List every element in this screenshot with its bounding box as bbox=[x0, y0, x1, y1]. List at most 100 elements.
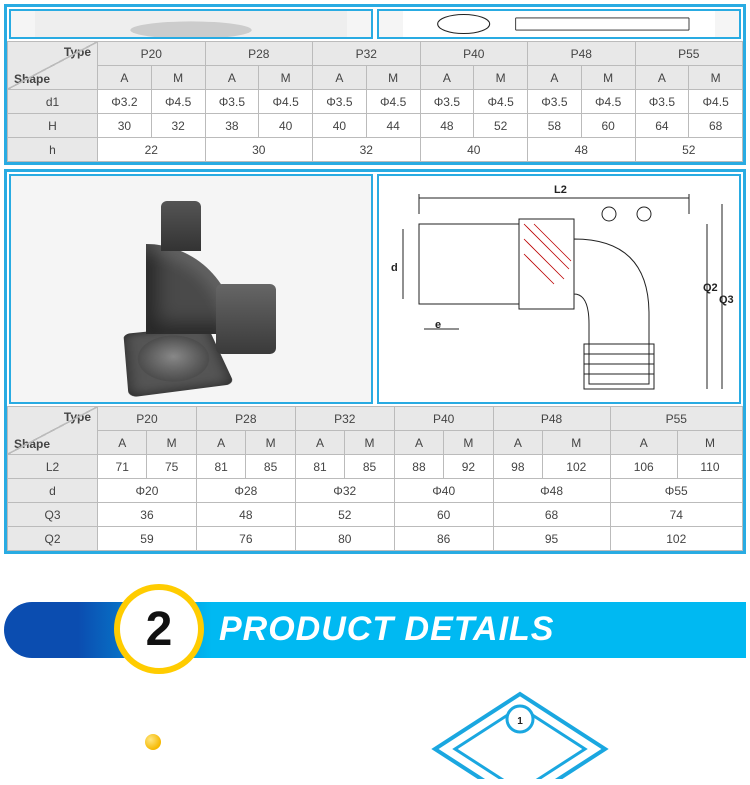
table-cell: 75 bbox=[147, 455, 196, 479]
t1-col-p40: P40 bbox=[420, 42, 528, 66]
sub-col: A bbox=[196, 431, 245, 455]
table-cell: 48 bbox=[420, 114, 474, 138]
table-cell: 86 bbox=[394, 527, 493, 551]
table-cell: 106 bbox=[610, 455, 677, 479]
t1-col-p28: P28 bbox=[205, 42, 313, 66]
bottom-deco: 1 bbox=[0, 684, 750, 744]
table-cell: 59 bbox=[98, 527, 197, 551]
table-cell: 40 bbox=[259, 114, 313, 138]
table-cell: 98 bbox=[493, 455, 542, 479]
table-cell: 32 bbox=[313, 138, 421, 162]
table-cell: 68 bbox=[493, 503, 610, 527]
sub-col: A bbox=[205, 66, 259, 90]
row-label: Q2 bbox=[8, 527, 98, 551]
table-cell: 85 bbox=[345, 455, 394, 479]
table-cell: 76 bbox=[196, 527, 295, 551]
table-cell: Φ4.5 bbox=[366, 90, 420, 114]
product-photo-2 bbox=[9, 174, 373, 404]
sub-col: A bbox=[420, 66, 474, 90]
sub-col: M bbox=[151, 66, 205, 90]
table-cell: 52 bbox=[474, 114, 528, 138]
row-label: H bbox=[8, 114, 98, 138]
table-cell: Φ48 bbox=[493, 479, 610, 503]
table-cell: 38 bbox=[205, 114, 259, 138]
table-cell: 110 bbox=[677, 455, 742, 479]
sub-col: A bbox=[528, 66, 582, 90]
table-cell: 95 bbox=[493, 527, 610, 551]
table-cell: Φ3.5 bbox=[313, 90, 367, 114]
sub-col: M bbox=[474, 66, 528, 90]
table-cell: 92 bbox=[444, 455, 493, 479]
corner-shape-2: Shape bbox=[14, 437, 50, 451]
corner-type: Type bbox=[64, 45, 91, 59]
section-number: 2 bbox=[114, 584, 204, 674]
sub-col: A bbox=[635, 66, 689, 90]
table-cell: Φ20 bbox=[98, 479, 197, 503]
table-cell: Φ3.5 bbox=[420, 90, 474, 114]
table-cell: 58 bbox=[528, 114, 582, 138]
table-cell: Φ40 bbox=[394, 479, 493, 503]
t1-col-p55: P55 bbox=[635, 42, 743, 66]
image-row-2: L2 d e Q2 Q3 bbox=[7, 172, 743, 406]
table-cell: 52 bbox=[295, 503, 394, 527]
sub-col: A bbox=[394, 431, 443, 455]
spec-table-2: Type Shape P20 P28 P32 P40 P48 P55 AMAMA… bbox=[7, 406, 743, 551]
t2-col-p48: P48 bbox=[493, 407, 610, 431]
row-label: Q3 bbox=[8, 503, 98, 527]
row-label: L2 bbox=[8, 455, 98, 479]
sub-col: M bbox=[366, 66, 420, 90]
table-cell: Φ3.2 bbox=[98, 90, 152, 114]
t2-col-p55: P55 bbox=[610, 407, 743, 431]
table-cell: 85 bbox=[246, 455, 295, 479]
table-cell: 48 bbox=[196, 503, 295, 527]
table-cell: 68 bbox=[689, 114, 743, 138]
table-cell: 81 bbox=[295, 455, 344, 479]
table-cell: 52 bbox=[635, 138, 743, 162]
yellow-dot-icon bbox=[145, 734, 161, 750]
table-cell: Φ3.5 bbox=[635, 90, 689, 114]
section-title: PRODUCT DETAILS bbox=[219, 610, 554, 649]
t2-col-p32: P32 bbox=[295, 407, 394, 431]
t1-col-p48: P48 bbox=[528, 42, 636, 66]
corner-shape: Shape bbox=[14, 72, 50, 86]
row-label: d bbox=[8, 479, 98, 503]
table-cell: 32 bbox=[151, 114, 205, 138]
table-cell: 40 bbox=[420, 138, 528, 162]
table-cell: Φ32 bbox=[295, 479, 394, 503]
table-cell: 30 bbox=[98, 114, 152, 138]
table-cell: Φ3.5 bbox=[528, 90, 582, 114]
table-cell: 74 bbox=[610, 503, 743, 527]
sub-col: M bbox=[543, 431, 610, 455]
table-cell: 102 bbox=[543, 455, 610, 479]
row-label: h bbox=[8, 138, 98, 162]
corner-type-2: Type bbox=[64, 410, 91, 424]
row-label: d1 bbox=[8, 90, 98, 114]
t2-col-p20: P20 bbox=[98, 407, 197, 431]
sub-col: M bbox=[147, 431, 196, 455]
spec-block-1: Type Shape P20 P28 P32 P40 P48 P55 AMAMA… bbox=[4, 4, 746, 165]
table-cell: Φ28 bbox=[196, 479, 295, 503]
table-cell: Φ4.5 bbox=[689, 90, 743, 114]
t2-col-p28: P28 bbox=[196, 407, 295, 431]
table-cell: 102 bbox=[610, 527, 743, 551]
table-cell: 36 bbox=[98, 503, 197, 527]
table-cell: 60 bbox=[581, 114, 635, 138]
spec-block-2: L2 d e Q2 Q3 bbox=[4, 169, 746, 554]
table-cell: 40 bbox=[313, 114, 367, 138]
table-cell: Φ4.5 bbox=[474, 90, 528, 114]
table2-corner: Type Shape bbox=[8, 407, 98, 455]
table-cell: 64 bbox=[635, 114, 689, 138]
table-cell: Φ4.5 bbox=[151, 90, 205, 114]
table-cell: Φ4.5 bbox=[581, 90, 635, 114]
sub-col: M bbox=[581, 66, 635, 90]
t1-col-p32: P32 bbox=[313, 42, 421, 66]
diamond-icon: 1 bbox=[430, 689, 610, 779]
table-cell: Φ4.5 bbox=[259, 90, 313, 114]
sub-col: M bbox=[259, 66, 313, 90]
sub-col: M bbox=[246, 431, 295, 455]
sub-col: M bbox=[677, 431, 742, 455]
sub-col: A bbox=[610, 431, 677, 455]
section-banner: 2 PRODUCT DETAILS bbox=[4, 584, 746, 674]
image-row-1 bbox=[7, 7, 743, 41]
table-cell: 80 bbox=[295, 527, 394, 551]
